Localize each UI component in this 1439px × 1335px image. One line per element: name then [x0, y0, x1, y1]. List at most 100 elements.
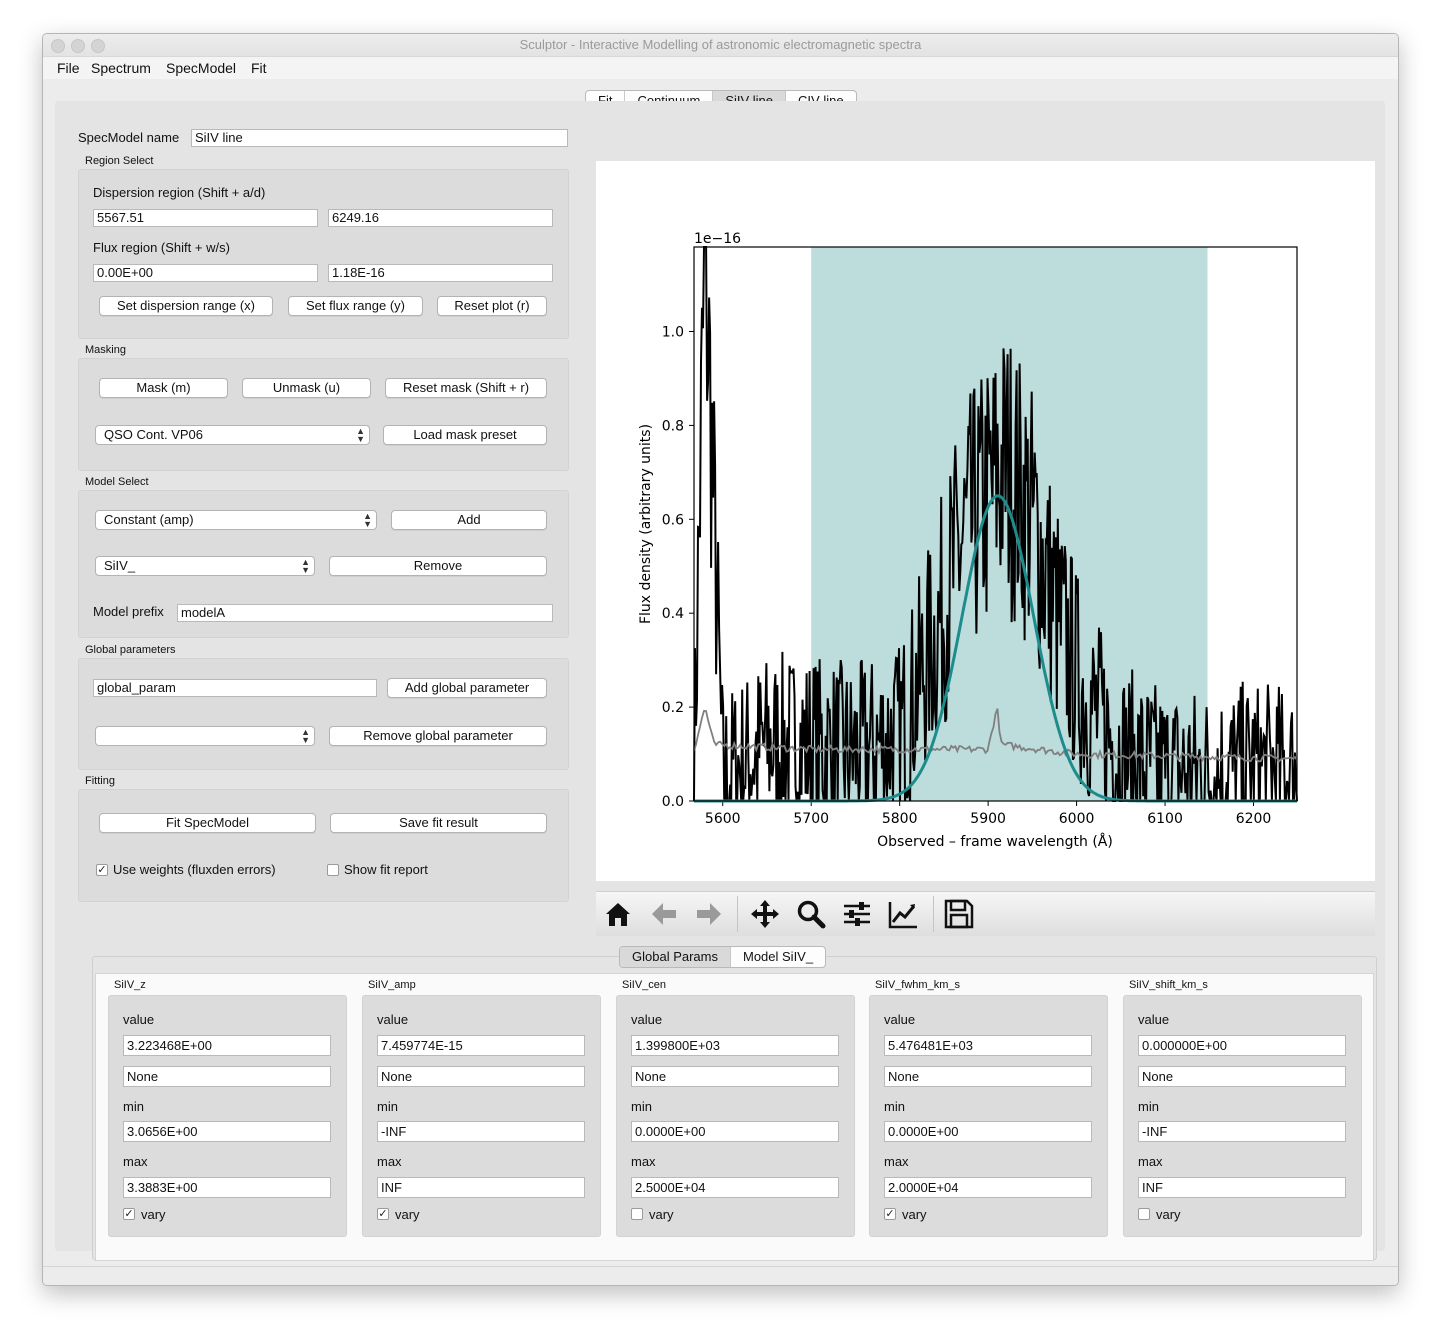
- toolbar-separator: [737, 896, 738, 932]
- minimize-window-button[interactable]: [71, 39, 85, 53]
- param-value-input[interactable]: 7.459774E-15: [377, 1035, 585, 1056]
- set-flux-range-button[interactable]: Set flux range (y): [288, 296, 423, 316]
- fitting-title: Fitting: [85, 775, 115, 787]
- reset-mask-button[interactable]: Reset mask (Shift + r): [385, 378, 547, 398]
- param-min-input[interactable]: 0.0000E+00: [631, 1121, 839, 1142]
- param-expr-input[interactable]: None: [631, 1066, 839, 1087]
- set-dispersion-range-button[interactable]: Set dispersion range (x): [99, 296, 273, 316]
- param-expr-input[interactable]: None: [1138, 1066, 1346, 1087]
- param-tab-bar: Global Params Model SiIV_: [619, 946, 827, 968]
- model-prefix-input[interactable]: modelA: [177, 604, 553, 622]
- param-group: value 3.223468E+00 None min 3.0656E+00 max 3.3…: [108, 995, 347, 1237]
- param-vary-checkbox[interactable]: ✓: [377, 1208, 389, 1220]
- global-param-name-input[interactable]: global_param: [93, 679, 377, 697]
- add-global-parameter-button[interactable]: Add global parameter: [387, 678, 547, 698]
- y-tick-label: 0.6: [662, 512, 684, 528]
- unmask-button[interactable]: Unmask (u): [242, 378, 371, 398]
- use-weights-checkbox[interactable]: ✓: [96, 864, 108, 876]
- y-axis-label: Flux density (arbitrary units): [638, 424, 654, 624]
- menu-spectrum[interactable]: Spectrum: [91, 60, 151, 76]
- pan-icon[interactable]: [749, 898, 781, 930]
- save-fit-result-button[interactable]: Save fit result: [330, 813, 547, 833]
- param-expr-input[interactable]: None: [884, 1066, 1092, 1087]
- model-type-select[interactable]: Constant (amp) ▲ ▼: [95, 510, 377, 530]
- flux-min-input[interactable]: 0.00E+00: [93, 264, 318, 282]
- mask-button[interactable]: Mask (m): [99, 378, 228, 398]
- y-tick-label: 0.8: [662, 418, 684, 434]
- dispersion-min-input[interactable]: 5567.51: [93, 209, 318, 227]
- param-vary-checkbox[interactable]: ✓: [123, 1208, 135, 1220]
- mask-preset-select[interactable]: QSO Cont. VP06 ▲ ▼: [95, 425, 370, 445]
- param-title: SiIV_z: [114, 979, 146, 991]
- zoom-window-button[interactable]: [91, 39, 105, 53]
- param-value-input[interactable]: 3.223468E+00: [123, 1035, 331, 1056]
- forward-arrow-icon[interactable]: [693, 898, 725, 930]
- param-vary-label: vary: [649, 1207, 674, 1222]
- home-icon[interactable]: [602, 898, 634, 930]
- x-axis-label: Observed – frame wavelength (Å): [877, 833, 1113, 850]
- fit-specmodel-button[interactable]: Fit SpecModel: [99, 813, 316, 833]
- param-min-label: min: [123, 1099, 144, 1114]
- fitting-group: Fit SpecModel Save fit result ✓ Use weig…: [78, 789, 569, 902]
- reset-plot-button[interactable]: Reset plot (r): [437, 296, 547, 316]
- param-vary-checkbox[interactable]: ✓: [884, 1208, 896, 1220]
- param-value-input[interactable]: 1.399800E+03: [631, 1035, 839, 1056]
- param-max-input[interactable]: 2.5000E+04: [631, 1177, 839, 1198]
- param-max-input[interactable]: INF: [1138, 1177, 1346, 1198]
- menu-fit[interactable]: Fit: [251, 60, 267, 76]
- param-max-label: max: [123, 1154, 148, 1169]
- param-min-input[interactable]: -INF: [1138, 1121, 1346, 1142]
- param-max-input[interactable]: INF: [377, 1177, 585, 1198]
- param-min-input[interactable]: 0.0000E+00: [884, 1121, 1092, 1142]
- configure-subplots-icon[interactable]: [841, 898, 873, 930]
- region-select-title: Region Select: [85, 155, 154, 167]
- plot-frame: [693, 246, 1298, 802]
- param-vary-checkbox[interactable]: [1138, 1208, 1150, 1220]
- remove-model-button[interactable]: Remove: [329, 556, 547, 576]
- tab-global-params[interactable]: Global Params: [620, 947, 731, 967]
- param-group: value 1.399800E+03 None min 0.0000E+00 max 2.5…: [616, 995, 855, 1237]
- close-window-button[interactable]: [51, 39, 65, 53]
- remove-global-parameter-button[interactable]: Remove global parameter: [329, 726, 547, 746]
- tab-model-siiv[interactable]: Model SiIV_: [742, 949, 814, 964]
- param-min-label: min: [631, 1099, 652, 1114]
- param-value-input[interactable]: 0.000000E+00: [1138, 1035, 1346, 1056]
- param-max-input[interactable]: 3.3883E+00: [123, 1177, 331, 1198]
- plot-canvas[interactable]: 5600 5700 5800 5900 6000 6100 6200 0.0 0.2 0.4 0.…: [596, 161, 1375, 881]
- status-bar: [43, 1266, 1398, 1285]
- param-max-input[interactable]: 2.0000E+04: [884, 1177, 1092, 1198]
- param-min-input[interactable]: -INF: [377, 1121, 585, 1142]
- x-tick-label: 5900: [970, 811, 1006, 827]
- param-value-label: value: [631, 1012, 663, 1027]
- param-vary-label: vary: [141, 1207, 166, 1222]
- x-tick-label: 6000: [1059, 811, 1095, 827]
- back-arrow-icon[interactable]: [648, 898, 680, 930]
- zoom-icon[interactable]: [795, 898, 827, 930]
- menu-specmodel[interactable]: SpecModel: [166, 60, 237, 76]
- param-min-label: min: [884, 1099, 905, 1114]
- dispersion-max-input[interactable]: 6249.16: [328, 209, 553, 227]
- menu-file[interactable]: File: [57, 60, 80, 76]
- param-expr-input[interactable]: None: [123, 1066, 331, 1087]
- global-param-select[interactable]: ▲ ▼: [95, 726, 315, 746]
- param-group: value 7.459774E-15 None min -INF max INF ✓ vary: [362, 995, 601, 1237]
- specmodel-name-input[interactable]: SiIV line: [191, 129, 568, 147]
- param-value-label: value: [123, 1012, 155, 1027]
- show-fit-report-label: Show fit report: [344, 862, 428, 877]
- model-list-select[interactable]: SiIV_ ▲ ▼: [95, 556, 315, 576]
- region-select-group: Dispersion region (Shift + a/d) 5567.51 …: [78, 169, 569, 339]
- param-vary-checkbox[interactable]: [631, 1208, 643, 1220]
- show-fit-report-checkbox[interactable]: [327, 864, 339, 876]
- load-mask-preset-button[interactable]: Load mask preset: [383, 425, 547, 445]
- flux-region-label: Flux region (Shift + w/s): [93, 240, 230, 255]
- param-expr-input[interactable]: None: [377, 1066, 585, 1087]
- edit-axis-icon[interactable]: [887, 898, 919, 930]
- param-min-input[interactable]: 3.0656E+00: [123, 1121, 331, 1142]
- save-icon[interactable]: [943, 898, 975, 930]
- flux-max-input[interactable]: 1.18E-16: [328, 264, 553, 282]
- add-model-button[interactable]: Add: [391, 510, 547, 530]
- param-value-input[interactable]: 5.476481E+03: [884, 1035, 1092, 1056]
- spectrum-chart[interactable]: 5600 5700 5800 5900 6000 6100 6200 0.0 0.2 0.4 0.…: [596, 161, 1375, 881]
- error-series: [693, 708, 1298, 763]
